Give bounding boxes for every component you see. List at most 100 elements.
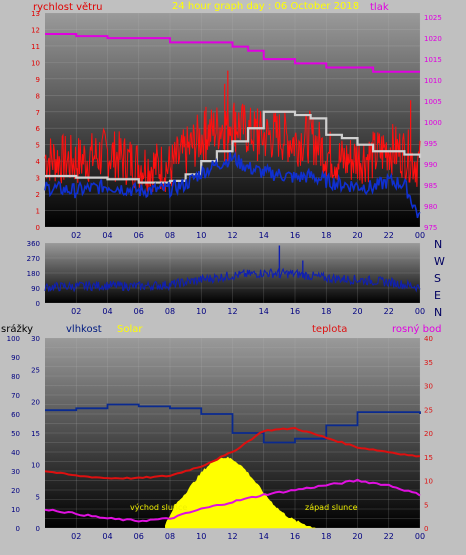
pressure-right-y-tick-label: 1025 bbox=[424, 14, 442, 22]
direction-x-tick-label: 04 bbox=[102, 307, 112, 316]
temperature-right-y-tick-label: 20 bbox=[424, 430, 433, 438]
temperature-right-y-tick-label: 40 bbox=[424, 335, 433, 343]
temperature-right-y-tick-label: 15 bbox=[424, 454, 433, 462]
humidity-left-y-tick-label: 0 bbox=[36, 525, 40, 533]
direction-x-tick-label: 16 bbox=[290, 307, 300, 316]
wind-speed-label: rychlost větru bbox=[33, 1, 103, 13]
direction-left-y-tick-label: 180 bbox=[27, 270, 40, 278]
wind-left-y-tick-label: 3 bbox=[36, 175, 40, 183]
rain-left-y-tick-label: 30 bbox=[11, 468, 20, 476]
rain-left-y-tick-label: 70 bbox=[11, 392, 20, 400]
temp-x-tick-label: 04 bbox=[102, 532, 112, 541]
wind-x-tick-label: 02 bbox=[71, 231, 81, 240]
pressure-right-y-tick-label: 980 bbox=[424, 203, 437, 211]
direction-left-y-tick-label: 270 bbox=[27, 255, 40, 263]
direction-panel bbox=[45, 243, 420, 303]
wind-left-y-tick-label: 4 bbox=[36, 158, 41, 166]
temperature-right-y-tick-label: 0 bbox=[424, 525, 428, 533]
wind-x-tick-label: 18 bbox=[321, 231, 331, 240]
sunrise-annotation: východ slunce bbox=[130, 503, 187, 512]
temp-x-tick-label: 12 bbox=[227, 532, 237, 541]
direction-x-tick-label: 22 bbox=[384, 307, 394, 316]
rain-left-y-tick-label: 20 bbox=[11, 487, 20, 495]
humidity-left-y-tick-label: 10 bbox=[31, 462, 40, 470]
humidity-left-y-tick-label: 5 bbox=[36, 493, 40, 501]
tick-labels: 02 04 06 08 10 12 14 16 18 20 22 000123456789101112… bbox=[7, 10, 442, 541]
chart-title: 24 hour graph day : 06 October 2018 bbox=[172, 1, 359, 12]
pressure-line bbox=[45, 32, 420, 73]
humidity-left-y-tick-label: 25 bbox=[31, 367, 40, 375]
wind-left-y-tick-label: 7 bbox=[36, 109, 40, 117]
wind-gust-line bbox=[44, 101, 421, 193]
wind-x-tick-label: 22 bbox=[384, 231, 394, 240]
rain-left-y-tick-label: 0 bbox=[16, 525, 20, 533]
direction-letter-w: W bbox=[434, 255, 445, 268]
wind-left-y-tick-label: 2 bbox=[36, 191, 40, 199]
dew-point-line bbox=[44, 478, 421, 523]
temperature-right-y-tick-label: 10 bbox=[424, 478, 433, 486]
wind-x-tick-label: 08 bbox=[165, 231, 175, 240]
wind-x-tick-label: 10 bbox=[196, 231, 206, 240]
pressure-label: tlak bbox=[370, 2, 389, 13]
direction-x-tick-label: 06 bbox=[134, 307, 144, 316]
wind-left-y-tick-label: 8 bbox=[36, 92, 40, 100]
wind-left-y-tick-label: 5 bbox=[36, 142, 40, 150]
wind-left-y-tick-label: 13 bbox=[31, 10, 40, 18]
direction-x-tick-label: 14 bbox=[259, 307, 269, 316]
temperature-line bbox=[44, 426, 421, 480]
temp-x-tick-label: 16 bbox=[290, 532, 300, 541]
temp-x-tick-label: 02 bbox=[71, 532, 81, 541]
direction-letter-n-top: N bbox=[434, 238, 442, 251]
direction-letter-e: E bbox=[434, 289, 441, 302]
rain-left-y-tick-label: 60 bbox=[11, 411, 20, 419]
temperature-right-y-tick-label: 35 bbox=[424, 359, 433, 367]
wind-left-y-tick-label: 10 bbox=[31, 59, 40, 67]
temp-x-tick-label: 22 bbox=[384, 532, 394, 541]
pressure-right-y-tick-label: 995 bbox=[424, 140, 437, 148]
direction-left-y-tick-label: 90 bbox=[31, 285, 40, 293]
solar-label: Solar bbox=[117, 324, 143, 335]
direction-x-tick-label: 10 bbox=[196, 307, 206, 316]
temp-x-tick-label: 20 bbox=[352, 532, 362, 541]
rain-left-y-tick-label: 80 bbox=[11, 373, 20, 381]
pressure-right-y-tick-label: 975 bbox=[424, 224, 437, 232]
wind-left-y-tick-label: 0 bbox=[36, 224, 40, 232]
sunset-annotation: západ slunce bbox=[305, 503, 358, 512]
temp-x-tick-label: 18 bbox=[321, 532, 331, 541]
rain-left-y-tick-label: 10 bbox=[11, 506, 20, 514]
wind-x-tick-label: 00 bbox=[415, 231, 425, 240]
temp-x-tick-label: 08 bbox=[165, 532, 175, 541]
direction-x-tick-label: 18 bbox=[321, 307, 331, 316]
wind-average-trend-line bbox=[45, 110, 422, 184]
temperature-right-y-tick-label: 5 bbox=[424, 501, 428, 509]
direction-x-tick-label: 12 bbox=[227, 307, 237, 316]
temperature-right-y-tick-label: 25 bbox=[424, 406, 433, 414]
temp-x-tick-label: 10 bbox=[196, 532, 206, 541]
wind-x-tick-label: 20 bbox=[352, 231, 362, 240]
temperature-right-y-tick-label: 30 bbox=[424, 383, 433, 391]
wind-average-line bbox=[44, 151, 421, 219]
temp-x-tick-label: 14 bbox=[259, 532, 269, 541]
wind-x-tick-label: 04 bbox=[102, 231, 112, 240]
wind-left-y-tick-label: 9 bbox=[36, 76, 40, 84]
humidity-left-y-tick-label: 15 bbox=[31, 430, 40, 438]
direction-x-tick-label: 02 bbox=[71, 307, 81, 316]
humidity-label: vlhkost bbox=[66, 324, 102, 335]
direction-letter-n-bottom: N bbox=[434, 306, 442, 319]
temp-x-tick-label: 00 bbox=[415, 532, 425, 541]
direction-x-tick-label: 08 bbox=[165, 307, 175, 316]
chart-marks bbox=[44, 32, 422, 529]
pressure-right-y-tick-label: 1005 bbox=[424, 98, 442, 106]
rain-left-y-tick-label: 100 bbox=[7, 335, 20, 343]
wind-left-y-tick-label: 1 bbox=[36, 208, 40, 216]
wind-x-tick-label: 06 bbox=[134, 231, 144, 240]
wind-direction-line bbox=[44, 267, 421, 293]
dew-point-label: rosný bod bbox=[392, 323, 441, 335]
wind-x-tick-label: 16 bbox=[290, 231, 300, 240]
rain-label: srážky bbox=[1, 323, 33, 335]
wind-x-tick-label: 14 bbox=[259, 231, 269, 240]
rain-left-y-tick-label: 90 bbox=[11, 354, 20, 362]
direction-letter-s: S bbox=[434, 272, 441, 285]
direction-left-y-tick-label: 0 bbox=[36, 300, 40, 308]
